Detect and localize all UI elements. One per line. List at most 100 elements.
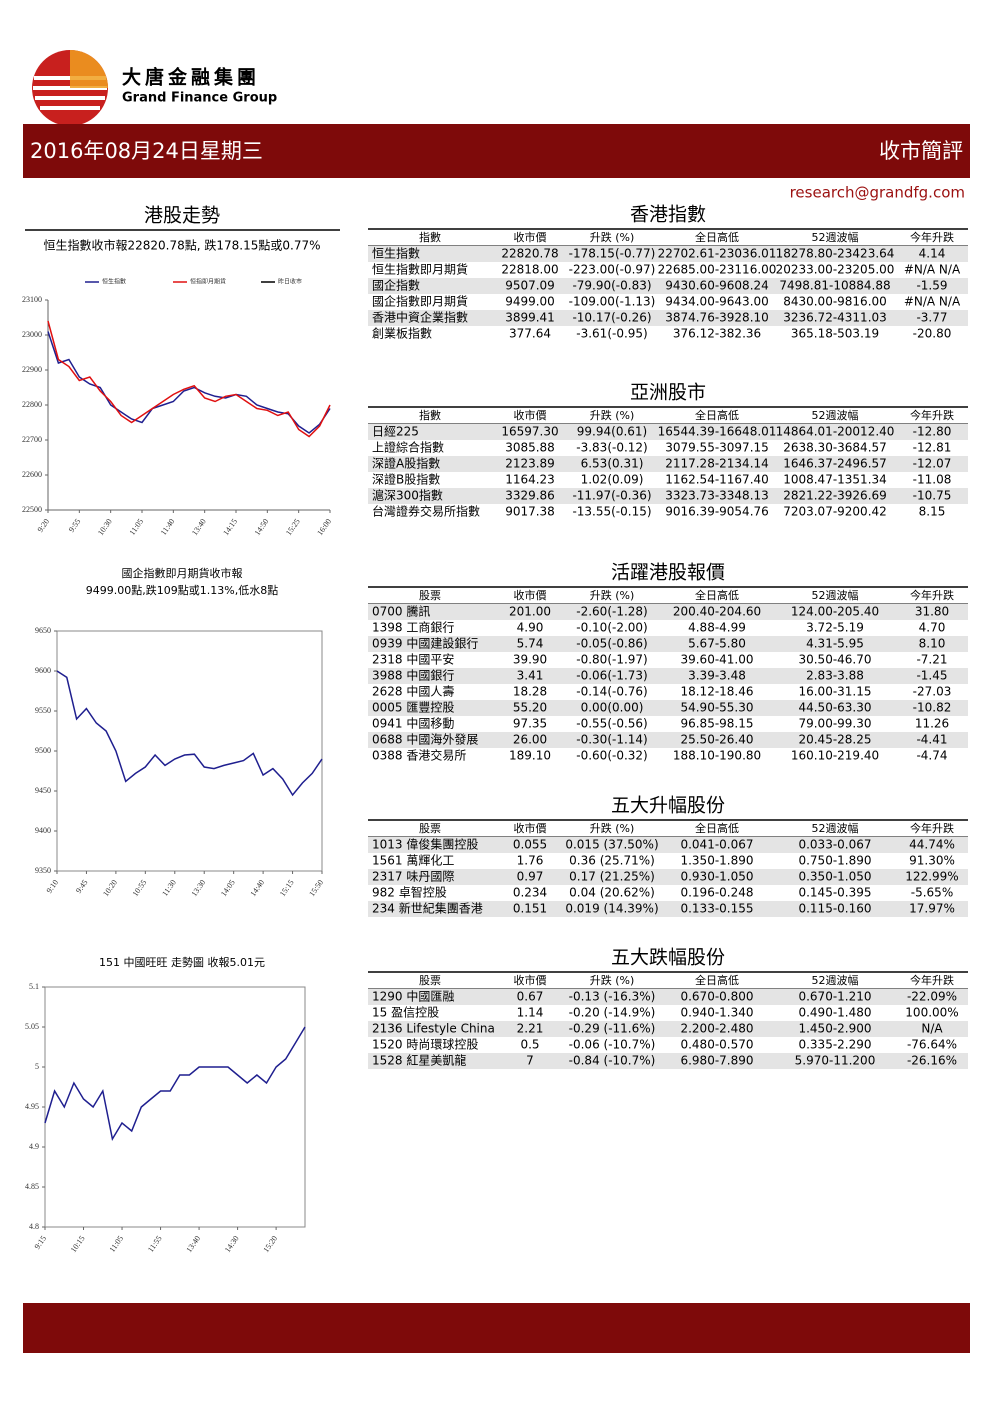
table-cell: -0.84 (-10.7%) [569, 1054, 656, 1068]
x-tick-label: 14:40 [248, 878, 266, 898]
table-header: 全日高低 [695, 588, 739, 602]
table-header: 收市價 [514, 821, 547, 835]
y-tick-label: 4.8 [29, 1222, 39, 1231]
table-cell: -0.14(-0.76) [576, 685, 647, 699]
table-cell: -0.30(-1.14) [576, 733, 647, 747]
table-cell: 恒生指數即月期貨 [372, 262, 468, 277]
table-cell: 26.00 [513, 733, 547, 747]
table-cell: 0005 匯豐控股 [372, 701, 454, 715]
x-tick-label: 9:10 [45, 878, 61, 895]
table-header: 指數 [419, 230, 441, 244]
table-cell: 1520 時尚環球控股 [372, 1038, 478, 1052]
table-cell: -7.21 [916, 653, 947, 667]
table-cell: 6.980-7.890 [680, 1054, 753, 1068]
plot-frame [56, 630, 323, 872]
row-shade [368, 901, 968, 917]
table-cell: 14864.01-20012.40 [776, 425, 895, 439]
x-tick-label: 10:15 [69, 1234, 87, 1254]
table-cell: 2638.30-3684.57 [783, 441, 887, 455]
row-shade [368, 700, 968, 716]
table-cell: 3.72-5.19 [806, 621, 864, 635]
table-cell: 3323.73-3348.13 [665, 489, 769, 503]
table-cell: 0.940-1.340 [680, 1006, 753, 1020]
table-cell: N/A [921, 1022, 943, 1036]
table-cell: 15 盈信控股 [372, 1006, 439, 1020]
table-header: 收市價 [514, 230, 547, 244]
table-cell: 1528 紅星美凱龍 [372, 1053, 466, 1068]
table-cell: 2117.28-2134.14 [665, 457, 769, 471]
row-shade [368, 456, 968, 472]
table-cell: 2318 中國平安 [372, 652, 454, 667]
table-cell: 0.133-0.155 [680, 902, 753, 916]
x-tick-label: 13:40 [190, 517, 208, 537]
table-cell: 3329.86 [505, 489, 555, 503]
table-cell: 1008.47-1351.34 [783, 473, 887, 487]
table-cell: 0.041-0.067 [680, 838, 753, 852]
table-cell: 54.90-55.30 [680, 701, 753, 715]
table-cell: 0941 中國移動 [372, 716, 454, 731]
table-cell: -1.45 [916, 669, 947, 683]
table-header: 收市價 [514, 588, 547, 602]
table-cell: -13.55(-0.15) [572, 505, 651, 519]
chart-subtitle: 恒生指數收市報22820.78點, 跌178.15點或0.77% [44, 238, 321, 253]
table-header: 股票 [419, 822, 441, 835]
table-cell: 7498.81-10884.88 [779, 279, 890, 293]
table-cell: 2.200-2.480 [680, 1022, 753, 1036]
table-cell: 深證A股指數 [372, 456, 440, 471]
table-cell: -0.29 (-11.6%) [569, 1022, 656, 1036]
table-cell: 1.02(0.09) [581, 473, 644, 487]
table-cell: 0.670-1.210 [798, 990, 871, 1004]
table-header: 升跌 (%) [590, 821, 635, 835]
table-cell: 3899.41 [505, 311, 555, 325]
table-cell: #N/A N/A [904, 263, 961, 277]
row-shade [368, 837, 968, 853]
table-cell: -27.03 [913, 685, 952, 699]
table-cell: 3079.55-3097.15 [665, 441, 769, 455]
x-tick-label: 15:15 [278, 878, 296, 898]
table-cell: -22.09% [907, 990, 957, 1004]
table-cell: 377.64 [509, 327, 551, 341]
table-header: 全日高低 [695, 230, 739, 244]
table-cell: -3.83(-0.12) [576, 441, 647, 455]
table-cell: 5.74 [517, 637, 544, 651]
chart-subtitle: 9499.00點,跌109點或1.13%,低水8點 [86, 583, 278, 597]
table-cell: -0.60(-0.32) [576, 749, 647, 763]
y-tick-label: 9650 [35, 626, 51, 635]
row-shade [368, 1021, 968, 1037]
table-cell: 7 [526, 1054, 534, 1068]
table-cell: 0.480-0.570 [680, 1038, 753, 1052]
table-cell: 2123.89 [505, 457, 555, 471]
footer-bar [23, 1303, 970, 1353]
table-cell: -0.55(-0.56) [576, 717, 647, 731]
table-cell: -0.10(-2.00) [576, 621, 647, 635]
table-cell: 1290 中國匯融 [372, 989, 454, 1004]
table-cell: 17.97% [909, 902, 955, 916]
table-cell: 9016.39-9054.76 [665, 505, 769, 519]
table-cell: 0.670-0.800 [680, 990, 753, 1004]
y-tick-label: 22500 [22, 505, 42, 514]
table-header: 升跌 (%) [590, 973, 635, 987]
table-cell: 22702.61-23036.01 [658, 247, 777, 261]
table-header: 今年升跌 [910, 408, 954, 422]
row-shade [368, 246, 968, 262]
table-header: 收市價 [514, 973, 547, 987]
table-cell: -12.81 [913, 441, 952, 455]
chart-heading: 港股走勢 [144, 205, 220, 227]
table-cell: 22685.00-23116.00 [658, 263, 777, 277]
table-cell: -0.20 (-14.9%) [569, 1006, 656, 1020]
x-tick-label: 14:50 [253, 517, 271, 537]
table-cell: 22820.78 [501, 247, 558, 261]
table-header: 升跌 (%) [590, 230, 635, 244]
table-cell: 0.17 (21.25%) [569, 870, 655, 884]
row-shade [368, 424, 968, 440]
table-cell: 香港中資企業指數 [372, 310, 468, 325]
y-tick-label: 9600 [35, 666, 51, 675]
table-cell: 0.930-1.050 [680, 870, 753, 884]
x-tick-label: 14:15 [221, 517, 239, 537]
x-tick-label: 11:40 [159, 517, 177, 537]
row-shade [368, 1053, 968, 1069]
table-cell: 20.45-28.25 [798, 733, 871, 747]
table-cell: 9017.38 [505, 505, 555, 519]
table-cell: 0688 中國海外發展 [372, 732, 478, 747]
table-cell: 滬深300指數 [372, 488, 443, 503]
